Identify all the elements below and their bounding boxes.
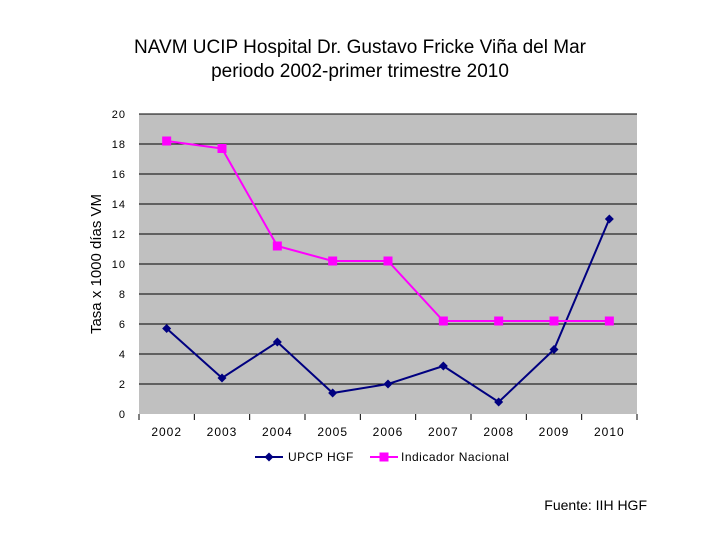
y-tick-label-0: 0 (119, 409, 126, 421)
x-tick-label-2009: 2009 (539, 425, 570, 439)
y-tick-label-12: 12 (112, 229, 126, 241)
y-tick-labels: 0 2 4 6 8 10 12 14 16 18 20 (112, 109, 126, 421)
source-note: Fuente: IIH HGF (544, 497, 647, 513)
x-tick-labels: 2002 2003 2004 2005 2006 2007 2008 2009 2010 (151, 425, 625, 439)
data-point-upcp-hgf-2004 (272, 337, 282, 347)
data-point-upcp-hgf-2008 (494, 397, 504, 407)
y-tick-label-6: 6 (119, 319, 126, 331)
data-point-indicador-nacional-2006 (383, 256, 393, 266)
legend: UPCP HGF Indicador Nacional (250, 448, 523, 464)
x-tick-label-2005: 2005 (317, 425, 348, 439)
legend-marker-upcp-hgf (264, 452, 274, 462)
data-point-indicador-nacional-2008 (494, 316, 504, 326)
data-point-indicador-nacional-2005 (328, 256, 338, 266)
x-tick-label-2002: 2002 (151, 425, 182, 439)
y-tick-label-14: 14 (112, 199, 126, 211)
data-point-upcp-hgf-2005 (328, 388, 338, 398)
data-point-upcp-hgf-2006 (383, 379, 393, 389)
chart-title: NAVM UCIP Hospital Dr. Gustavo Fricke Vi… (0, 36, 720, 84)
data-point-upcp-hgf-2007 (438, 361, 448, 371)
x-tick-label-2007: 2007 (428, 425, 459, 439)
y-tick-label-18: 18 (112, 139, 126, 151)
data-point-indicador-nacional-2007 (438, 316, 448, 326)
x-tick-label-2008: 2008 (483, 425, 514, 439)
y-tick-label-4: 4 (119, 349, 126, 361)
data-point-indicador-nacional-2004 (272, 241, 282, 251)
y-tick-label-16: 16 (112, 169, 126, 181)
x-tick-label-2006: 2006 (373, 425, 404, 439)
legend-label-indicador-nacional: Indicador Nacional (401, 450, 509, 464)
gridlines (139, 113, 637, 385)
chart-title-line-2: periodo 2002-primer trimestre 2010 (211, 61, 509, 82)
data-point-indicador-nacional-2010 (604, 316, 614, 326)
x-tick-label-2003: 2003 (207, 425, 238, 439)
y-tick-label-20: 20 (112, 109, 126, 121)
series-layer (162, 136, 614, 407)
y-tick-label-10: 10 (112, 259, 126, 271)
y-tick-label-8: 8 (119, 289, 126, 301)
data-point-upcp-hgf-2003 (217, 373, 227, 383)
data-point-upcp-hgf-2002 (162, 324, 172, 333)
x-tick-label-2004: 2004 (262, 425, 293, 439)
legend-marker-indicador-nacional (379, 452, 389, 462)
chart-title-line-1: NAVM UCIP Hospital Dr. Gustavo Fricke Vi… (134, 37, 586, 58)
data-point-indicador-nacional-2009 (549, 316, 559, 326)
data-point-upcp-hgf-2009 (549, 345, 559, 354)
y-axis-label: Tasa x 1000 días VM (88, 194, 105, 334)
y-tick-label-2: 2 (119, 379, 126, 391)
data-point-indicador-nacional-2002 (162, 136, 172, 146)
x-tick-label-2010: 2010 (594, 425, 625, 439)
x-axis-ticks (138, 414, 638, 420)
data-point-indicador-nacional-2003 (217, 144, 227, 153)
data-point-upcp-hgf-2010 (604, 214, 614, 224)
legend-label-upcp-hgf: UPCP HGF (288, 450, 354, 464)
